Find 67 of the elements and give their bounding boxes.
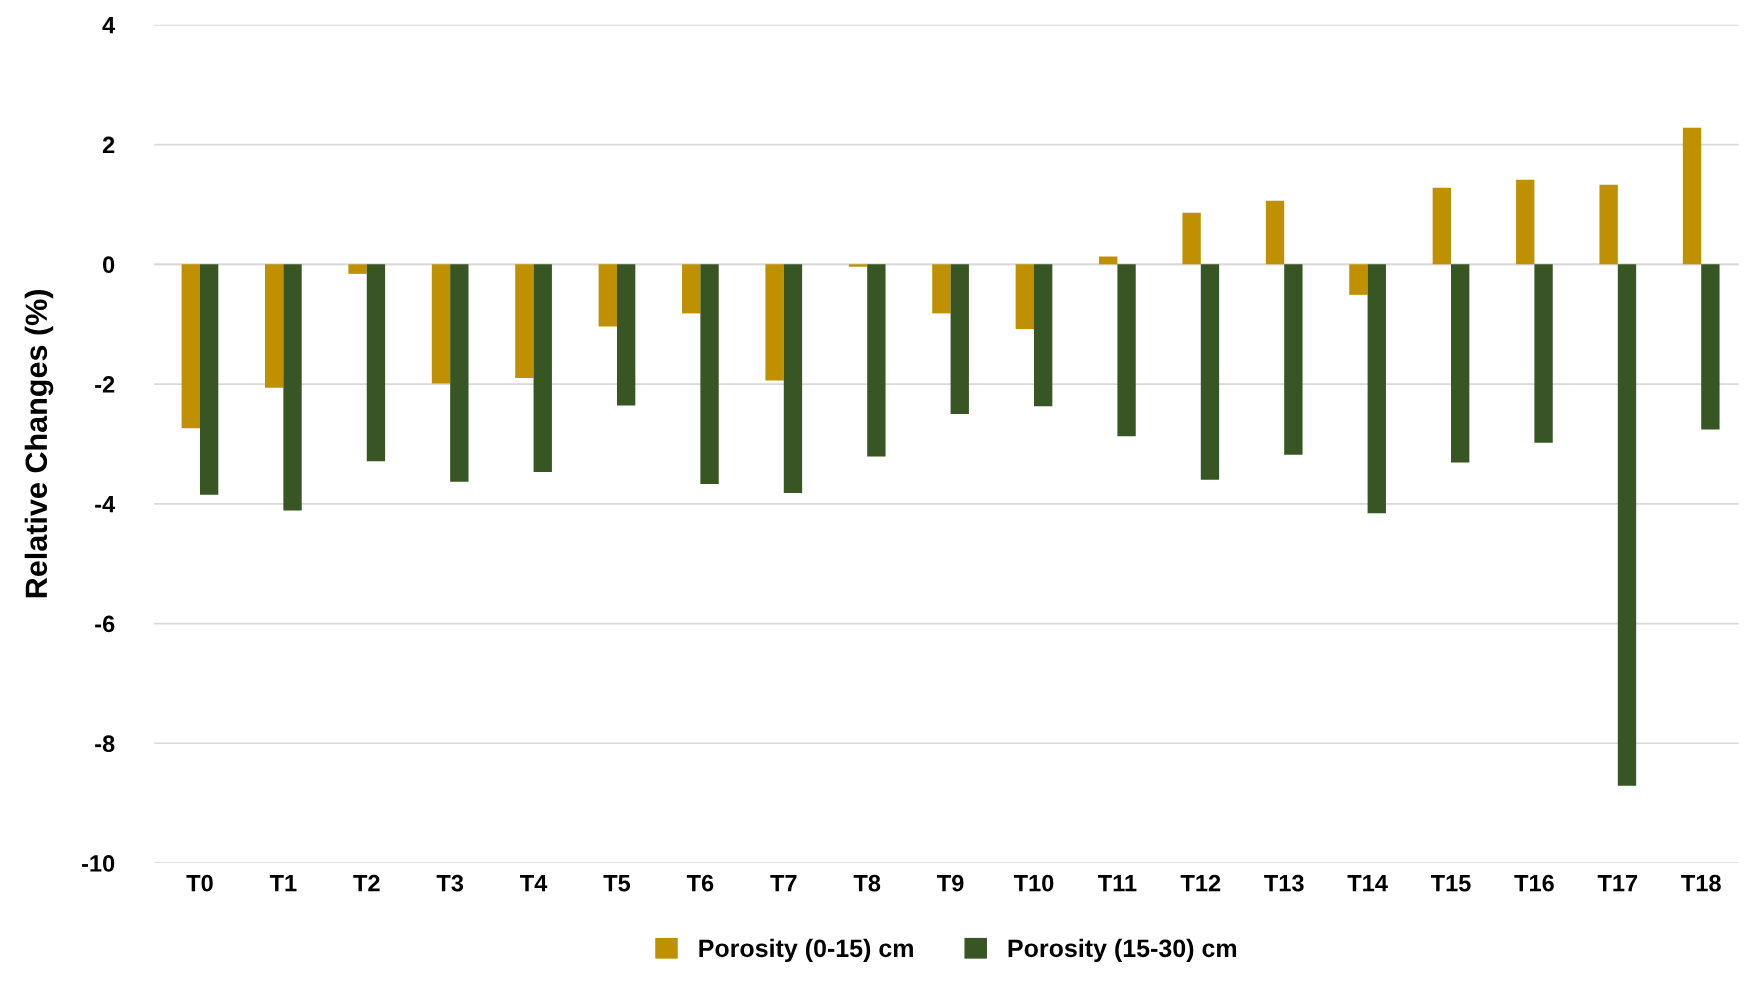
bar <box>867 264 886 457</box>
x-tick-label: T18 <box>1681 874 1721 892</box>
y-tick-label: 0 <box>103 256 115 274</box>
bar <box>1682 127 1702 265</box>
bar <box>431 264 451 384</box>
x-tick-label: T11 <box>1097 875 1137 892</box>
bar <box>1349 264 1368 295</box>
bar <box>950 264 969 414</box>
bar <box>1534 264 1553 443</box>
bar <box>1117 264 1136 437</box>
bar <box>765 264 784 381</box>
x-tick-label: T5 <box>603 875 631 892</box>
bar <box>598 264 617 327</box>
bar <box>1265 200 1285 265</box>
bar <box>533 264 552 473</box>
bar <box>450 264 469 482</box>
bar <box>181 264 200 429</box>
y-tick-label: 2 <box>102 136 115 154</box>
x-tick-label: T15 <box>1430 875 1471 892</box>
bar <box>1367 264 1386 514</box>
x-tick-label: T9 <box>937 874 964 892</box>
bar <box>1617 264 1637 786</box>
x-tick-label: T0 <box>186 874 213 892</box>
y-tick-label: -6 <box>95 615 115 633</box>
y-tick-label: -10 <box>82 855 115 872</box>
x-tick-label: T6 <box>686 874 714 892</box>
bar <box>348 264 367 274</box>
x-tick-label: T12 <box>1180 874 1221 892</box>
bar <box>283 264 302 511</box>
bar <box>1432 187 1451 265</box>
y-axis-title: Relative Changes (%) <box>24 290 54 598</box>
bar <box>1516 179 1535 265</box>
y-tick-label: -2 <box>95 376 115 393</box>
bar <box>1451 264 1470 463</box>
x-tick-label: T17 <box>1597 875 1638 892</box>
bar <box>682 264 701 314</box>
x-tick-label: T10 <box>1013 874 1054 892</box>
y-tick-label: -8 <box>95 735 115 753</box>
bar <box>1015 264 1034 329</box>
x-tick-label: T1 <box>269 875 297 892</box>
x-tick-label: T2 <box>353 874 380 892</box>
y-tick-label: 4 <box>102 17 116 34</box>
y-tick-label: -4 <box>95 496 116 513</box>
legend-label: Porosity (0-15) cm <box>699 938 913 963</box>
x-tick-label: T8 <box>853 874 881 892</box>
x-tick-label: T16 <box>1514 874 1554 892</box>
bar <box>265 264 284 388</box>
bar <box>848 264 868 267</box>
x-tick-label: T3 <box>436 874 464 892</box>
x-tick-label: T7 <box>770 875 797 892</box>
x-tick-label: T14 <box>1347 875 1388 892</box>
bar <box>616 264 636 406</box>
x-tick-label: T4 <box>520 875 548 892</box>
bar <box>700 264 719 485</box>
bar <box>366 264 386 462</box>
bar <box>1200 264 1220 480</box>
bar <box>932 264 951 314</box>
bar <box>515 264 534 379</box>
legend-label: Porosity (15-30) cm <box>1008 938 1237 963</box>
bar <box>199 264 219 495</box>
bar <box>783 264 803 494</box>
bar <box>1701 264 1720 430</box>
bar <box>1182 212 1201 265</box>
bar <box>1033 264 1053 407</box>
bar <box>1284 264 1303 455</box>
bar <box>1599 184 1618 265</box>
x-tick-label: T13 <box>1264 874 1304 892</box>
